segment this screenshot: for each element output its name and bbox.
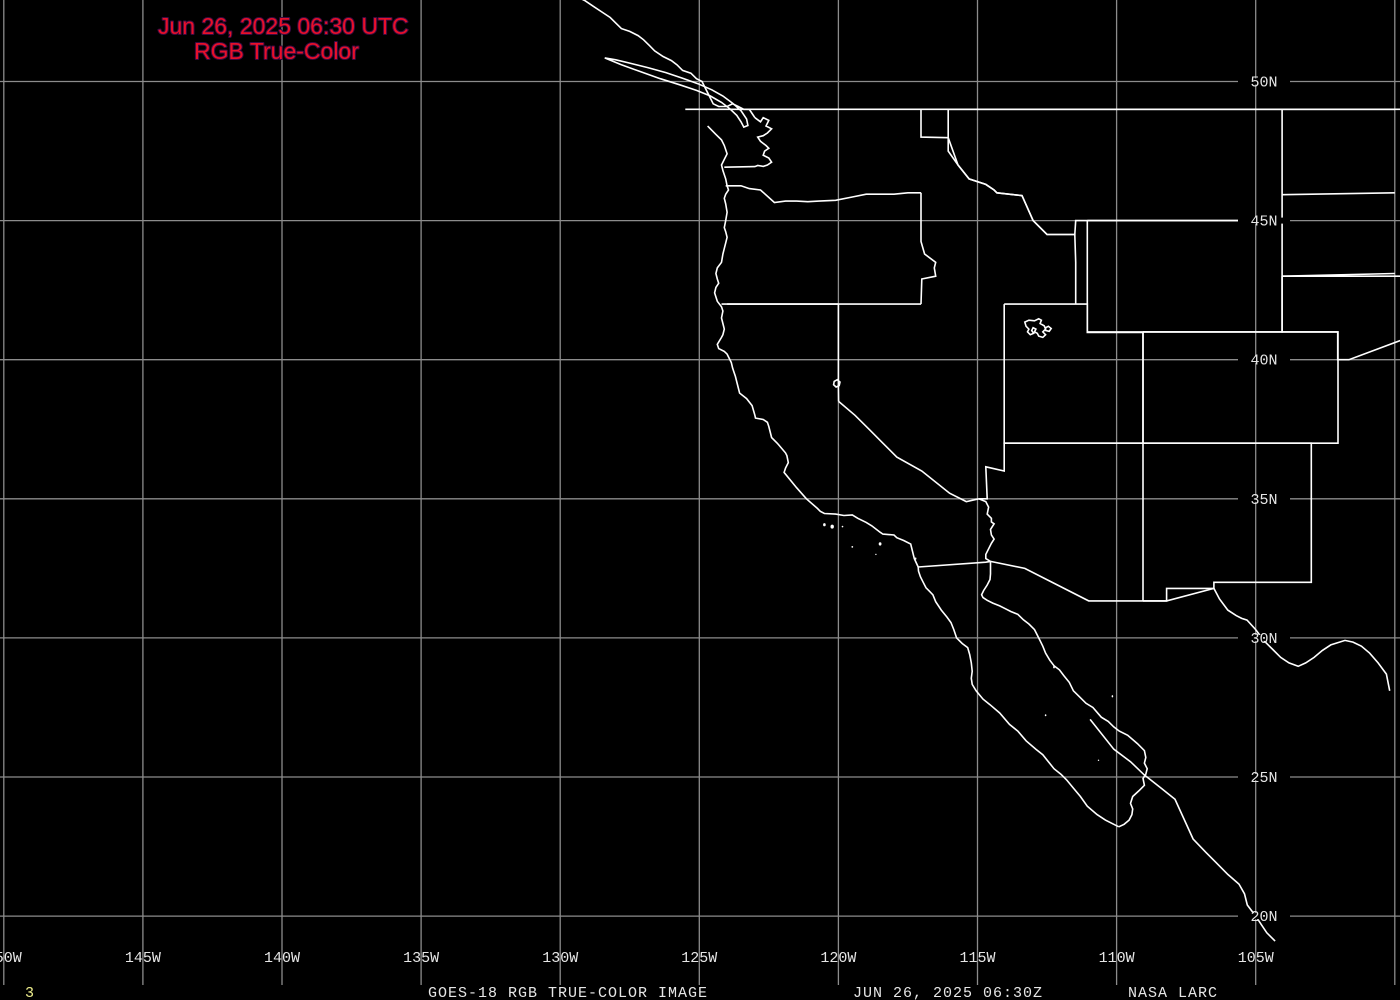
svg-text:110W: 110W xyxy=(1099,950,1135,967)
svg-text:RGB True-Color: RGB True-Color xyxy=(194,38,359,64)
svg-text:150W: 150W xyxy=(0,950,22,967)
svg-text:3: 3 xyxy=(25,985,34,1000)
svg-text:130W: 130W xyxy=(542,950,578,967)
svg-text:140W: 140W xyxy=(264,950,300,967)
svg-text:145W: 145W xyxy=(125,950,161,967)
svg-text:50N: 50N xyxy=(1250,75,1277,92)
svg-text:115W: 115W xyxy=(959,950,995,967)
svg-text:Jun 26, 2025 06:30 UTC: Jun 26, 2025 06:30 UTC xyxy=(158,13,409,39)
svg-text:125W: 125W xyxy=(681,950,717,967)
svg-text:NASA LARC: NASA LARC xyxy=(1128,985,1218,1000)
svg-text:120W: 120W xyxy=(820,950,856,967)
svg-text:35N: 35N xyxy=(1250,492,1277,509)
svg-text:105W: 105W xyxy=(1238,950,1274,967)
svg-text:135W: 135W xyxy=(403,950,439,967)
svg-text:40N: 40N xyxy=(1250,353,1277,370)
svg-text:45N: 45N xyxy=(1250,214,1277,231)
svg-text:25N: 25N xyxy=(1250,770,1277,787)
svg-text:20N: 20N xyxy=(1250,909,1277,926)
svg-text:JUN 26, 2025 06:30Z: JUN 26, 2025 06:30Z xyxy=(853,985,1043,1000)
svg-text:GOES-18 RGB TRUE-COLOR IMAGE: GOES-18 RGB TRUE-COLOR IMAGE xyxy=(428,985,708,1000)
svg-text:30N: 30N xyxy=(1250,631,1277,648)
